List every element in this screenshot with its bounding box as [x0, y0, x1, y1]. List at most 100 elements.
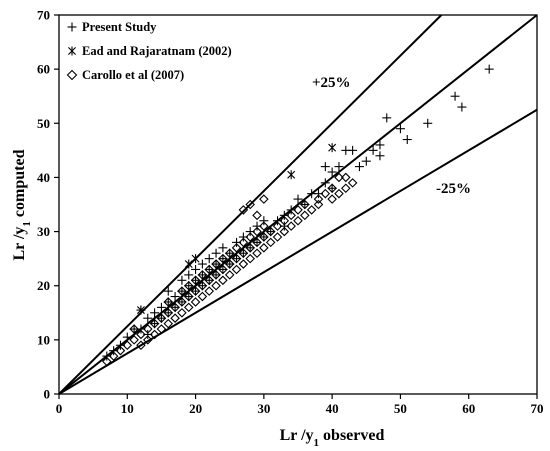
diamond-data-point	[272, 232, 283, 242]
diamond-data-point	[334, 172, 344, 183]
diamond-data-point	[279, 215, 290, 226]
diamond-data-point	[190, 286, 201, 296]
plus-data-point	[334, 162, 344, 172]
plus-data-point	[191, 275, 201, 285]
diamond-data-point	[341, 183, 351, 194]
diamond-data-point	[149, 329, 160, 340]
plus-data-point	[156, 302, 166, 312]
y-axis-title: Lr /y1 computed	[11, 149, 33, 260]
plus-data-point	[156, 313, 166, 323]
diamond-data-point	[238, 205, 249, 215]
diamond-data-point	[170, 313, 180, 323]
plus-data-point	[423, 118, 433, 128]
diamond-data-point	[259, 194, 269, 204]
minus-25-percent-label: -25%	[436, 181, 471, 197]
plus-data-point	[184, 281, 194, 291]
diamond-data-point	[211, 259, 221, 269]
diamond-data-point	[218, 253, 228, 264]
plus-data-point	[245, 243, 255, 253]
plus-data-point	[191, 286, 201, 296]
legend-label: Carollo et al (2007)	[82, 68, 184, 82]
legend-asterisk-icon	[68, 46, 76, 56]
asterisk-data-point	[287, 170, 296, 180]
diamond-data-point	[129, 324, 139, 334]
y-tick-label: 0	[44, 387, 51, 402]
diamond-data-point	[163, 318, 174, 329]
diamond-data-point	[163, 308, 174, 318]
plus-data-point	[177, 275, 187, 285]
plus-data-point	[211, 248, 221, 258]
diamond-data-point	[211, 280, 221, 291]
diamond-data-point	[190, 275, 201, 286]
plus-data-point	[368, 145, 378, 155]
plus-data-point	[197, 259, 207, 269]
legend-label: Present Study	[82, 20, 157, 34]
diamond-data-point	[204, 264, 215, 275]
y-tick-label: 60	[37, 62, 50, 77]
asterisk-data-point	[136, 305, 145, 315]
plus-data-point	[300, 200, 310, 209]
plus-25-percent-line	[58, 14, 443, 395]
diamond-data-point	[272, 221, 283, 231]
diamond-data-point	[204, 286, 215, 296]
diamond-data-point	[136, 340, 146, 351]
diamond-data-point	[211, 270, 221, 280]
diamond-data-point	[183, 280, 194, 291]
legend: Present Study Ead and Rajaratnam (2002) Ca…	[66, 20, 232, 82]
diamond-data-point	[108, 351, 119, 361]
diamond-data-point	[183, 291, 194, 302]
plus-data-point	[211, 270, 221, 280]
x-tick-label: 50	[394, 401, 407, 416]
plus-data-point	[122, 332, 132, 342]
diamond-data-point	[102, 356, 112, 367]
legend-diamond-icon	[66, 69, 78, 81]
diamond-data-point	[231, 264, 242, 275]
plus-data-point	[327, 167, 337, 177]
diamond-data-point	[238, 237, 249, 248]
diamond-data-point	[265, 237, 276, 248]
x-tick-label: 10	[121, 401, 134, 416]
plus-data-point	[177, 297, 187, 307]
diamond-data-point	[252, 237, 262, 248]
plus-data-point	[197, 281, 207, 291]
diamond-data-point	[156, 313, 167, 323]
diamond-data-point	[300, 199, 310, 210]
x-axis-title: Lr /y1 observed	[280, 427, 385, 449]
plus-data-point	[484, 64, 494, 74]
diamond-data-point	[197, 270, 208, 280]
minus-25-percent-line	[58, 108, 538, 395]
plus-data-point	[320, 178, 330, 188]
diamond-data-point	[320, 188, 331, 199]
diamond-data-point	[156, 324, 167, 334]
plus-data-point	[327, 183, 337, 193]
diamond-data-point	[252, 226, 262, 237]
diamond-data-point	[190, 297, 201, 307]
diamond-data-point	[347, 178, 358, 188]
y-tick-label: 20	[37, 278, 50, 293]
tick-labels: 0 10 20 30 40 50 60 70 0 10 20 30 40 50 60 70	[37, 8, 544, 417]
plus-data-point	[150, 319, 160, 329]
diamond-data-point	[197, 280, 208, 291]
diamond-data-point	[306, 205, 317, 215]
x-tick-label: 40	[326, 401, 339, 416]
diamond-data-point	[286, 221, 296, 231]
diamond-data-point	[334, 188, 344, 199]
diamond-data-point	[218, 275, 228, 286]
plus-data-point	[170, 292, 180, 302]
diamond-data-point	[122, 340, 133, 351]
diamond-data-point	[170, 302, 180, 313]
legend-label: Ead and Rajaratnam (2002)	[82, 44, 232, 58]
plus-data-point	[204, 275, 214, 285]
diamond-data-point	[327, 183, 337, 194]
plus-data-point	[293, 194, 303, 204]
y-tick-label: 40	[37, 170, 50, 185]
diamond-data-point	[142, 324, 153, 334]
plus-data-point	[382, 113, 392, 123]
diamond-data-point	[224, 259, 235, 269]
diamond-data-point	[177, 297, 187, 307]
diamond-data-point	[177, 308, 187, 318]
plus-data-point	[266, 227, 276, 237]
diamond-data-point	[265, 226, 276, 237]
x-tick-label: 60	[462, 401, 475, 416]
